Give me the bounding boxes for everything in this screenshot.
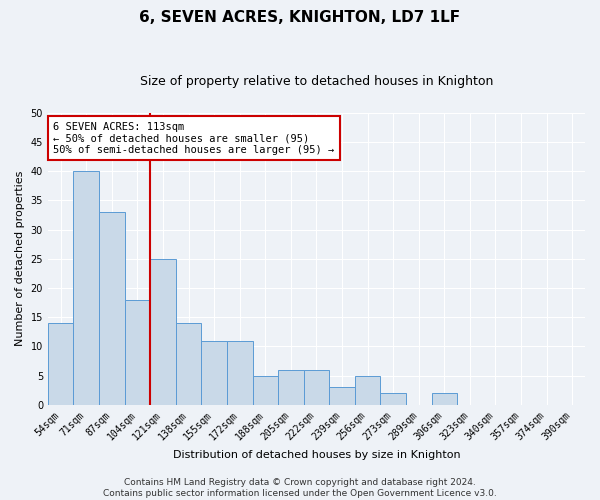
Y-axis label: Number of detached properties: Number of detached properties <box>15 171 25 346</box>
Bar <box>99 212 125 405</box>
Text: 6, SEVEN ACRES, KNIGHTON, LD7 1LF: 6, SEVEN ACRES, KNIGHTON, LD7 1LF <box>139 10 461 25</box>
Text: 6 SEVEN ACRES: 113sqm
← 50% of detached houses are smaller (95)
50% of semi-deta: 6 SEVEN ACRES: 113sqm ← 50% of detached … <box>53 122 335 154</box>
Bar <box>227 340 253 405</box>
Bar <box>355 376 380 405</box>
Text: Contains HM Land Registry data © Crown copyright and database right 2024.
Contai: Contains HM Land Registry data © Crown c… <box>103 478 497 498</box>
Bar <box>304 370 329 405</box>
Title: Size of property relative to detached houses in Knighton: Size of property relative to detached ho… <box>140 75 493 88</box>
Bar <box>278 370 304 405</box>
Bar <box>202 340 227 405</box>
Bar <box>253 376 278 405</box>
Bar <box>125 300 150 405</box>
Bar <box>431 393 457 405</box>
Bar <box>329 388 355 405</box>
Bar <box>150 259 176 405</box>
Bar <box>73 171 99 405</box>
Bar <box>380 393 406 405</box>
Bar <box>48 323 73 405</box>
X-axis label: Distribution of detached houses by size in Knighton: Distribution of detached houses by size … <box>173 450 460 460</box>
Bar <box>176 323 202 405</box>
